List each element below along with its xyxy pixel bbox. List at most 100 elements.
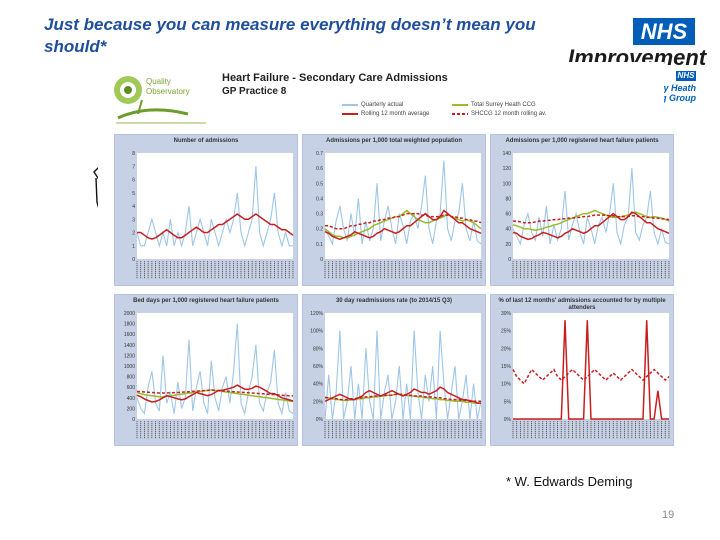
legend-swatch: [452, 104, 468, 106]
y-tick-label: 1800: [124, 322, 135, 328]
y-tick-label: 40: [505, 227, 511, 233]
legend-item: Quarterly actual: [342, 102, 403, 108]
legend-item: Rolling 12 month average: [342, 111, 429, 117]
y-tick-label: 2000: [124, 311, 135, 317]
y-tick-label: 60: [505, 212, 511, 218]
chart-panel-admissions-per-pop: Admissions per 1,000 total weighted popu…: [302, 134, 486, 286]
series-line: [137, 213, 294, 240]
y-tick-label: 1200: [124, 353, 135, 359]
y-tick-label: 120: [503, 166, 512, 172]
y-tick-label: 2: [132, 231, 135, 237]
series-line: [324, 386, 481, 404]
y-tick-label: 600: [127, 385, 136, 391]
y-tick-label: 0.4: [316, 196, 323, 202]
quality-observatory-logo: Quality Observatory: [114, 76, 206, 124]
report-subtitle: GP Practice 8: [222, 86, 287, 97]
slide-title: Just because you can measure everything …: [44, 15, 536, 56]
y-tick-label: 6: [132, 178, 135, 184]
chart-title: Number of admissions: [173, 138, 239, 144]
y-tick-label: 20%: [501, 346, 512, 352]
y-tick-label: 1400: [124, 343, 135, 349]
legend-item: SHCCG 12 month rolling av.: [452, 111, 546, 117]
y-tick-label: 0.2: [316, 227, 323, 233]
legend-label: Total Surrey Heath CCG: [471, 102, 536, 108]
y-tick-label: 0%: [504, 417, 512, 423]
qo-logo-text-2: Observatory: [146, 87, 190, 96]
line-chart: 0% 20% 40% 60% 80% 100% 120%: [310, 311, 482, 439]
y-tick-label: 15%: [501, 364, 512, 370]
y-tick-label: 0.1: [316, 242, 323, 248]
y-tick-label: 200: [127, 406, 136, 412]
series-line: [136, 384, 294, 403]
line-chart: 0 0.1 0.2 0.3 0.4 0.5 0.6 0.7: [316, 151, 482, 279]
y-tick-label: 0.5: [316, 181, 323, 187]
series-line: [325, 212, 482, 230]
series-line: [324, 160, 482, 246]
chart-panel-admissions: Number of admissions 0 1 2 3 4 5 6 7 8: [114, 134, 298, 286]
chart-panel-readmissions: 30 day readmissions rate (to 2014/15 Q3)…: [302, 294, 486, 446]
legend-item: Total Surrey Heath CCG: [452, 102, 536, 108]
chart-panel-multiple-attenders: % of last 12 months' admissions accounte…: [490, 294, 674, 446]
series-line: [136, 323, 294, 416]
y-tick-label: 400: [127, 396, 136, 402]
y-tick-label: 0.7: [316, 151, 323, 157]
chart-title: Bed days per 1,000 registered heart fail…: [133, 298, 279, 304]
y-tick-label: 0.6: [316, 166, 323, 172]
line-chart: 0 200 400 600 800 1000 1200 1400 1600 1800 2000: [124, 311, 294, 439]
series-line: [513, 214, 670, 224]
chart-panel-bed-days: Bed days per 1,000 registered heart fail…: [114, 294, 298, 446]
y-tick-label: 1600: [124, 332, 135, 338]
chart-panel-admissions-per-hf: Admissions per 1,000 registered heart fa…: [490, 134, 674, 286]
series-line: [324, 330, 482, 420]
chart-title: Admissions per 1,000 total weighted popu…: [325, 138, 463, 144]
series-line: [325, 393, 481, 403]
legend-swatch: [342, 104, 358, 106]
chart-title: Admissions per 1,000 registered heart fa…: [505, 138, 659, 144]
series-line: [136, 389, 294, 397]
series-line: [324, 209, 482, 241]
plot-area: [513, 153, 669, 259]
y-tick-label: 0: [508, 257, 511, 263]
series-line: [136, 389, 294, 403]
ccg-logo: NHS: [676, 71, 696, 81]
y-tick-label: 10%: [501, 382, 512, 388]
series-line: [512, 209, 670, 231]
y-tick-label: 0: [132, 257, 135, 263]
legend-swatch: [452, 113, 468, 115]
y-tick-label: 100: [503, 181, 512, 187]
page-number: 19: [662, 509, 675, 521]
y-tick-label: 5%: [504, 399, 512, 405]
nhs-logo: NHS: [633, 18, 695, 45]
series-line: [512, 368, 670, 385]
footnote: * W. Edwards Deming: [506, 474, 633, 489]
series-line: [324, 209, 482, 239]
legend-swatch: [342, 113, 358, 115]
plot-area: [137, 313, 293, 419]
line-chart: 0 20 40 60 80 100 120 140: [503, 151, 670, 279]
qo-logo-text-1: Quality: [146, 77, 171, 86]
y-tick-label: 25%: [501, 329, 512, 335]
ccg-name-line1: Surrey Heath: [639, 83, 696, 93]
y-tick-label: 5: [132, 191, 135, 197]
legend-label: Rolling 12 month average: [361, 111, 430, 117]
line-chart: 0% 5% 10% 15% 20% 25% 30%: [501, 311, 670, 439]
chart-title: 30 day readmissions rate (to 2014/15 Q3): [335, 298, 453, 304]
y-tick-label: 4: [132, 204, 135, 210]
y-tick-label: 20%: [313, 399, 324, 405]
y-tick-label: 0.3: [316, 212, 323, 218]
y-tick-label: 8: [132, 151, 135, 157]
y-tick-label: 80%: [313, 346, 324, 352]
legend-label: Quarterly actual: [361, 102, 404, 108]
y-tick-label: 3: [132, 217, 135, 223]
y-tick-label: 1: [132, 244, 135, 250]
y-tick-label: 30%: [501, 311, 512, 317]
report-image: Quality Observatory Heart Failure - Seco…: [98, 62, 674, 448]
series-line: [513, 320, 669, 420]
y-tick-label: 100%: [310, 329, 323, 335]
chart-title: % of last 12 months' admissions accounte…: [498, 298, 666, 311]
y-tick-label: 80: [505, 196, 511, 202]
y-tick-label: 60%: [313, 364, 324, 370]
y-tick-label: 1000: [124, 364, 135, 370]
legend-label: SHCCG 12 month rolling av.: [471, 111, 547, 117]
y-tick-label: 7: [132, 164, 135, 170]
